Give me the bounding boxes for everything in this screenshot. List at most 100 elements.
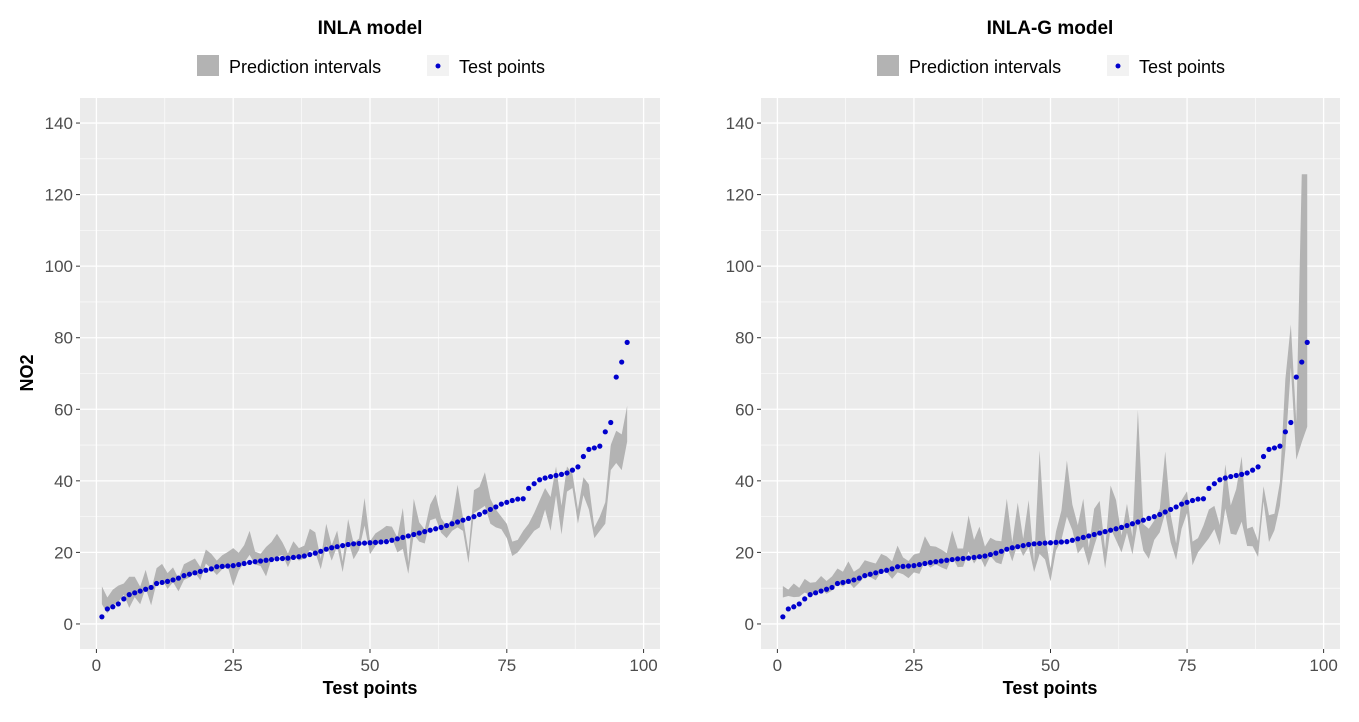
test-point (367, 540, 373, 546)
test-point (1299, 359, 1305, 365)
test-point (520, 496, 526, 502)
test-point (780, 614, 786, 620)
test-point (230, 563, 236, 569)
test-point (476, 511, 483, 518)
test-point (509, 497, 515, 504)
test-point (1162, 509, 1168, 515)
test-point (1118, 524, 1125, 530)
test-point (449, 521, 455, 527)
test-point (132, 590, 138, 596)
test-point (361, 540, 368, 546)
test-point (487, 506, 493, 513)
test-point (1097, 530, 1103, 536)
x-axis-ticks: 0 25 50 75 100 (773, 649, 1338, 675)
test-point (1304, 339, 1310, 345)
chart-title: INLA model (318, 18, 423, 39)
legend-points-label: Test points (1139, 57, 1225, 77)
test-point (110, 604, 116, 610)
y-tick-label: 140 (45, 114, 73, 133)
test-point (834, 580, 841, 587)
test-point (982, 553, 988, 559)
test-point (164, 578, 171, 584)
test-point (438, 524, 444, 530)
y-tick-label: 60 (54, 400, 73, 419)
test-point (624, 339, 630, 345)
test-point (350, 541, 357, 547)
test-point (796, 601, 802, 607)
test-point (1140, 517, 1146, 523)
test-point (526, 485, 532, 491)
test-point (208, 566, 214, 572)
test-point (465, 515, 472, 522)
test-point (807, 592, 813, 598)
test-point (823, 586, 830, 592)
test-point (219, 563, 225, 569)
test-point (602, 429, 608, 435)
x-axis-ticks: 0 25 50 75 100 (92, 649, 658, 675)
test-point (813, 590, 819, 596)
chart-inla-model: INLA model Prediction intervals Test poi… (17, 18, 660, 698)
test-point (547, 473, 554, 480)
test-point (1178, 501, 1185, 507)
test-point (389, 537, 395, 543)
test-point (1053, 539, 1059, 545)
test-point (878, 568, 884, 574)
test-point (987, 551, 994, 558)
test-point (1250, 467, 1256, 473)
test-point (818, 588, 824, 594)
test-point (1228, 473, 1234, 480)
test-point (154, 580, 160, 587)
x-tick-label: 75 (1178, 656, 1197, 675)
test-point (1157, 511, 1163, 518)
test-point (531, 481, 537, 487)
test-point (329, 545, 335, 551)
test-point (1075, 536, 1081, 542)
test-point (862, 573, 868, 579)
legend-band-key (197, 55, 219, 76)
test-point (241, 560, 247, 567)
y-axis-ticks: 0 20 40 60 80 100 120 140 (726, 114, 761, 634)
test-point (422, 529, 428, 535)
test-point (252, 559, 258, 565)
gridlines (761, 98, 1340, 649)
test-point (1195, 496, 1201, 502)
test-point (944, 557, 950, 563)
legend-band-label: Prediction intervals (909, 57, 1061, 77)
x-axis-title: Test points (1003, 678, 1098, 698)
chart-inla-g-model: INLA-G model Prediction intervals Test p… (726, 18, 1340, 698)
test-point (597, 443, 603, 449)
test-point (608, 419, 614, 426)
y-tick-label: 60 (735, 400, 754, 419)
test-point (143, 586, 149, 592)
test-point (998, 548, 1004, 554)
y-axis-title: NO2 (17, 354, 37, 391)
legend-points-key (1115, 63, 1121, 69)
test-point (1189, 497, 1196, 504)
test-point (1031, 541, 1037, 547)
test-point (613, 374, 619, 380)
test-point (993, 550, 999, 556)
test-point (558, 471, 565, 477)
test-point (1222, 475, 1228, 481)
test-point (334, 544, 340, 550)
test-point (591, 445, 597, 451)
test-point (922, 560, 928, 567)
test-point (444, 522, 450, 529)
test-point (1293, 374, 1299, 380)
prediction-interval-band (101, 405, 628, 614)
test-point (247, 559, 253, 566)
test-point (1124, 522, 1130, 529)
test-point (301, 553, 307, 559)
test-point (965, 555, 972, 561)
test-point (296, 554, 302, 560)
test-point (312, 550, 318, 556)
y-axis-ticks: 0 20 40 60 80 100 120 140 (45, 114, 80, 634)
test-point (553, 472, 559, 479)
test-point (851, 577, 857, 583)
test-point (197, 568, 203, 574)
y-tick-label: 100 (726, 257, 754, 276)
y-tick-label: 120 (45, 186, 73, 205)
test-point (378, 539, 384, 545)
test-point (307, 551, 313, 558)
y-tick-label: 140 (726, 114, 754, 133)
